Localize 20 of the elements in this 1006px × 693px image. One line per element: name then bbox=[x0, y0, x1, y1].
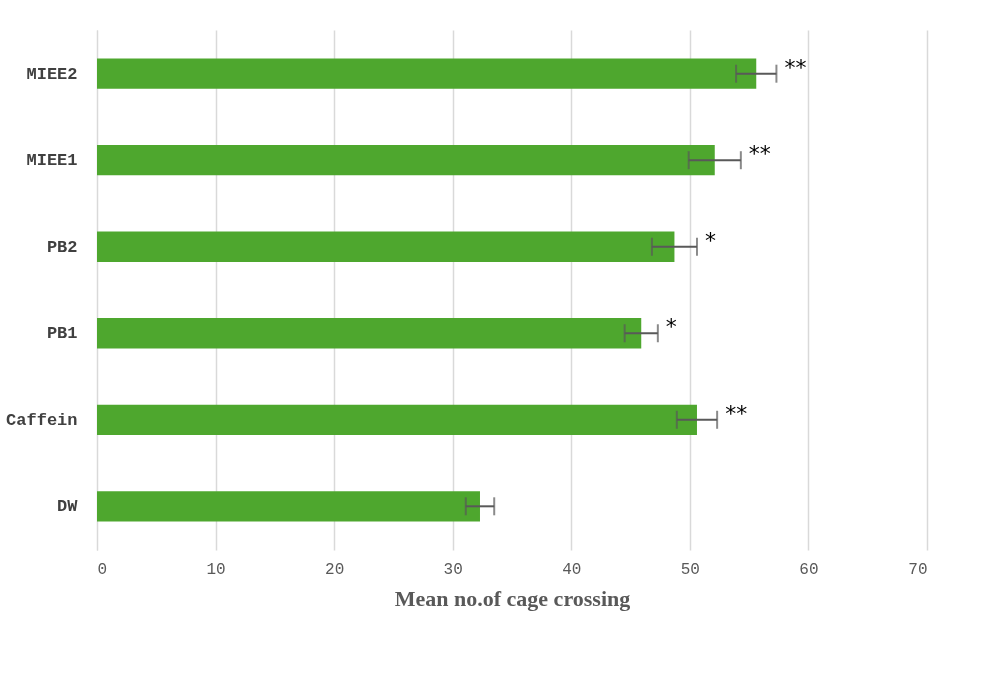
annotation: ** bbox=[748, 141, 771, 167]
annotation: * bbox=[704, 227, 716, 253]
x-tick-label: 30 bbox=[443, 560, 463, 579]
x-tick-label: 10 bbox=[206, 560, 226, 579]
x-tick-label: 0 bbox=[97, 560, 108, 579]
y-tick-label: MIEE2 bbox=[26, 64, 78, 84]
x-tick-label: 60 bbox=[799, 560, 819, 579]
x-axis-title: Mean no.of cage crossing bbox=[394, 585, 631, 611]
annotation: ** bbox=[725, 400, 748, 426]
x-tick-label: 50 bbox=[680, 560, 700, 579]
y-tick-label: PB1 bbox=[46, 324, 78, 344]
annotation: ** bbox=[784, 54, 807, 80]
y-tick-label: Caffein bbox=[6, 410, 78, 430]
x-tick-label: 20 bbox=[325, 560, 345, 579]
x-tick-label: 40 bbox=[562, 560, 582, 579]
annotation: * bbox=[665, 314, 677, 340]
y-tick-label: MIEE1 bbox=[26, 151, 78, 171]
y-tick-label: DW bbox=[57, 497, 79, 517]
x-tick-label: 70 bbox=[908, 560, 928, 579]
y-tick-label: PB2 bbox=[46, 237, 78, 257]
